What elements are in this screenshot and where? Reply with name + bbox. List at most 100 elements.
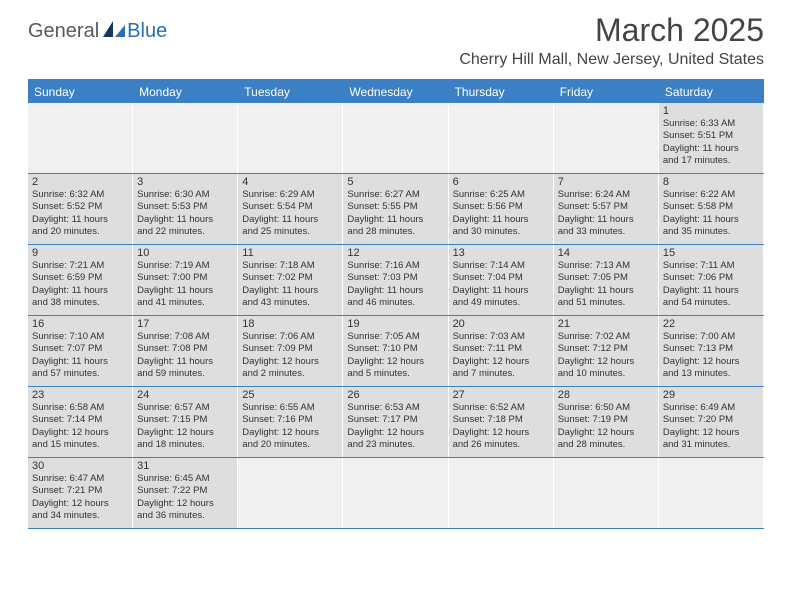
day-sunset: Sunset: 5:58 PM <box>663 201 759 213</box>
week-row: 30Sunrise: 6:47 AMSunset: 7:21 PMDayligh… <box>28 458 764 529</box>
day-sunrise: Sunrise: 7:08 AM <box>137 331 233 343</box>
day-dl1: Daylight: 12 hours <box>663 427 759 439</box>
day-sunrise: Sunrise: 7:18 AM <box>242 260 338 272</box>
day-number: 20 <box>453 318 549 330</box>
day-cell: 21Sunrise: 7:02 AMSunset: 7:12 PMDayligh… <box>554 316 659 386</box>
day-number: 16 <box>32 318 128 330</box>
day-number: 9 <box>32 247 128 259</box>
day-sunrise: Sunrise: 6:27 AM <box>347 189 443 201</box>
month-title: March 2025 <box>459 12 764 49</box>
day-cell: 25Sunrise: 6:55 AMSunset: 7:16 PMDayligh… <box>238 387 343 457</box>
day-cell: 18Sunrise: 7:06 AMSunset: 7:09 PMDayligh… <box>238 316 343 386</box>
day-dl1: Daylight: 12 hours <box>137 427 233 439</box>
day-sunrise: Sunrise: 6:30 AM <box>137 189 233 201</box>
day-cell: 28Sunrise: 6:50 AMSunset: 7:19 PMDayligh… <box>554 387 659 457</box>
day-number: 15 <box>663 247 759 259</box>
day-dl2: and 22 minutes. <box>137 226 233 238</box>
day-sunrise: Sunrise: 6:47 AM <box>32 473 128 485</box>
day-dl2: and 18 minutes. <box>137 439 233 451</box>
day-number: 6 <box>453 176 549 188</box>
day-number: 11 <box>242 247 338 259</box>
day-sunset: Sunset: 7:15 PM <box>137 414 233 426</box>
day-dl2: and 17 minutes. <box>663 155 759 167</box>
day-sunset: Sunset: 7:18 PM <box>453 414 549 426</box>
weeks-container: 1Sunrise: 6:33 AMSunset: 5:51 PMDaylight… <box>28 103 764 529</box>
day-dl2: and 15 minutes. <box>32 439 128 451</box>
day-details: Sunrise: 7:11 AMSunset: 7:06 PMDaylight:… <box>663 260 759 309</box>
day-sunrise: Sunrise: 7:13 AM <box>558 260 654 272</box>
day-details: Sunrise: 6:49 AMSunset: 7:20 PMDaylight:… <box>663 402 759 451</box>
day-cell: 31Sunrise: 6:45 AMSunset: 7:22 PMDayligh… <box>133 458 238 528</box>
day-details: Sunrise: 6:58 AMSunset: 7:14 PMDaylight:… <box>32 402 128 451</box>
day-dl2: and 46 minutes. <box>347 297 443 309</box>
day-dl1: Daylight: 11 hours <box>137 214 233 226</box>
day-sunset: Sunset: 7:16 PM <box>242 414 338 426</box>
day-sunset: Sunset: 7:02 PM <box>242 272 338 284</box>
day-dl1: Daylight: 11 hours <box>453 214 549 226</box>
day-details: Sunrise: 7:08 AMSunset: 7:08 PMDaylight:… <box>137 331 233 380</box>
day-number: 18 <box>242 318 338 330</box>
day-dl2: and 28 minutes. <box>558 439 654 451</box>
day-dl2: and 35 minutes. <box>663 226 759 238</box>
day-dl2: and 59 minutes. <box>137 368 233 380</box>
day-dl2: and 49 minutes. <box>453 297 549 309</box>
day-number: 14 <box>558 247 654 259</box>
day-dl2: and 7 minutes. <box>453 368 549 380</box>
day-sunrise: Sunrise: 6:25 AM <box>453 189 549 201</box>
day-cell: 9Sunrise: 7:21 AMSunset: 6:59 PMDaylight… <box>28 245 133 315</box>
day-sunset: Sunset: 5:55 PM <box>347 201 443 213</box>
day-dl2: and 51 minutes. <box>558 297 654 309</box>
day-sunset: Sunset: 7:13 PM <box>663 343 759 355</box>
day-cell: 16Sunrise: 7:10 AMSunset: 7:07 PMDayligh… <box>28 316 133 386</box>
day-number: 5 <box>347 176 443 188</box>
day-details: Sunrise: 6:25 AMSunset: 5:56 PMDaylight:… <box>453 189 549 238</box>
day-dl1: Daylight: 11 hours <box>242 285 338 297</box>
day-sunrise: Sunrise: 6:55 AM <box>242 402 338 414</box>
day-sunset: Sunset: 6:59 PM <box>32 272 128 284</box>
day-cell: 27Sunrise: 6:52 AMSunset: 7:18 PMDayligh… <box>449 387 554 457</box>
day-cell: 7Sunrise: 6:24 AMSunset: 5:57 PMDaylight… <box>554 174 659 244</box>
day-dl2: and 28 minutes. <box>347 226 443 238</box>
day-dl1: Daylight: 12 hours <box>663 356 759 368</box>
day-number: 24 <box>137 389 233 401</box>
day-sunset: Sunset: 7:03 PM <box>347 272 443 284</box>
day-number: 19 <box>347 318 443 330</box>
day-dl2: and 20 minutes. <box>32 226 128 238</box>
day-sunset: Sunset: 7:06 PM <box>663 272 759 284</box>
day-details: Sunrise: 7:18 AMSunset: 7:02 PMDaylight:… <box>242 260 338 309</box>
dow-cell: Friday <box>554 81 659 103</box>
day-details: Sunrise: 6:33 AMSunset: 5:51 PMDaylight:… <box>663 118 759 167</box>
day-details: Sunrise: 7:03 AMSunset: 7:11 PMDaylight:… <box>453 331 549 380</box>
day-dl1: Daylight: 12 hours <box>32 498 128 510</box>
dow-cell: Monday <box>133 81 238 103</box>
day-cell <box>238 103 343 173</box>
day-sunset: Sunset: 5:54 PM <box>242 201 338 213</box>
day-number: 4 <box>242 176 338 188</box>
day-number: 25 <box>242 389 338 401</box>
day-dl1: Daylight: 12 hours <box>453 427 549 439</box>
day-dl1: Daylight: 11 hours <box>32 285 128 297</box>
day-number: 23 <box>32 389 128 401</box>
day-sunrise: Sunrise: 6:29 AM <box>242 189 338 201</box>
day-number: 17 <box>137 318 233 330</box>
page-header: General Blue March 2025 Cherry Hill Mall… <box>0 0 792 73</box>
day-details: Sunrise: 7:19 AMSunset: 7:00 PMDaylight:… <box>137 260 233 309</box>
day-dl1: Daylight: 12 hours <box>242 356 338 368</box>
day-number: 10 <box>137 247 233 259</box>
day-cell: 17Sunrise: 7:08 AMSunset: 7:08 PMDayligh… <box>133 316 238 386</box>
day-cell: 6Sunrise: 6:25 AMSunset: 5:56 PMDaylight… <box>449 174 554 244</box>
day-dl1: Daylight: 12 hours <box>558 356 654 368</box>
location-text: Cherry Hill Mall, New Jersey, United Sta… <box>459 51 764 69</box>
day-details: Sunrise: 7:16 AMSunset: 7:03 PMDaylight:… <box>347 260 443 309</box>
day-dl1: Daylight: 11 hours <box>137 285 233 297</box>
day-dl1: Daylight: 11 hours <box>347 214 443 226</box>
day-cell <box>133 103 238 173</box>
day-sunset: Sunset: 7:08 PM <box>137 343 233 355</box>
day-sunset: Sunset: 5:56 PM <box>453 201 549 213</box>
day-sunrise: Sunrise: 6:45 AM <box>137 473 233 485</box>
day-sunset: Sunset: 7:04 PM <box>453 272 549 284</box>
day-sunrise: Sunrise: 7:19 AM <box>137 260 233 272</box>
day-cell: 30Sunrise: 6:47 AMSunset: 7:21 PMDayligh… <box>28 458 133 528</box>
day-sunset: Sunset: 5:57 PM <box>558 201 654 213</box>
week-row: 2Sunrise: 6:32 AMSunset: 5:52 PMDaylight… <box>28 174 764 245</box>
